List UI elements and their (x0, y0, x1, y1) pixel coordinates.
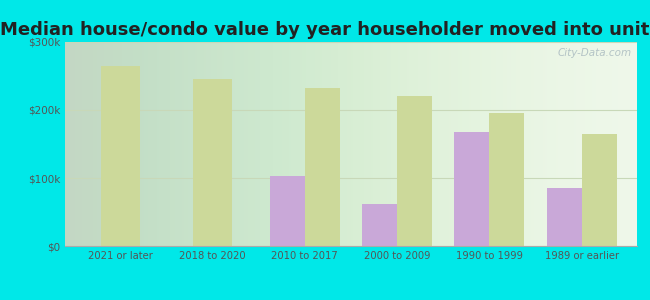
Bar (489, 113, 525, 246)
Bar (547, 188, 582, 246)
Bar (397, 96, 432, 246)
Bar (454, 132, 489, 246)
Bar (193, 80, 232, 246)
Bar (582, 134, 617, 246)
Text: City-Data.com: City-Data.com (557, 48, 631, 58)
Text: Median house/condo value by year householder moved into unit: Median house/condo value by year househo… (0, 21, 650, 39)
Bar (362, 204, 397, 246)
Bar (270, 176, 305, 246)
Bar (305, 88, 340, 246)
Bar (101, 66, 140, 246)
